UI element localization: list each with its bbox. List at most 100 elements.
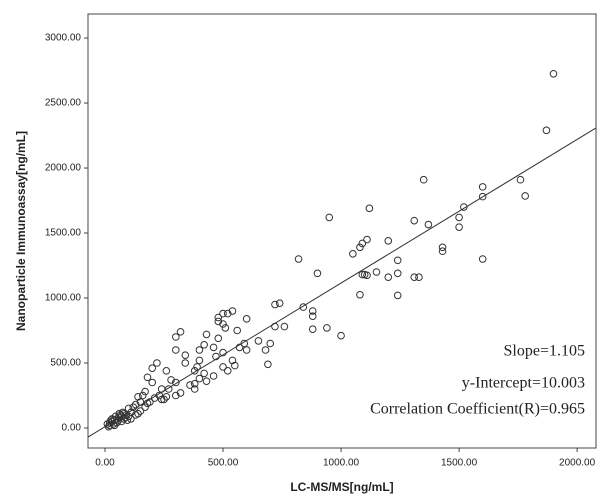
r-annotation: Correlation Coefficient(R)=0.965 xyxy=(370,401,585,418)
point xyxy=(275,299,284,308)
point xyxy=(219,348,227,357)
y-tick-label: 500.00 xyxy=(50,358,81,369)
point xyxy=(478,192,487,201)
point xyxy=(195,346,204,354)
point xyxy=(393,291,402,300)
x-tick-label: 500.00 xyxy=(208,458,239,469)
point xyxy=(131,411,140,419)
intercept-annotation: y-Intercept=10.003 xyxy=(462,375,585,392)
point xyxy=(264,360,272,369)
point xyxy=(157,395,166,404)
point xyxy=(153,359,161,367)
point xyxy=(219,309,227,318)
point xyxy=(384,273,393,282)
point xyxy=(549,69,558,78)
point xyxy=(131,400,140,409)
point xyxy=(162,366,171,375)
point xyxy=(200,369,208,378)
point xyxy=(266,339,275,348)
fit-line xyxy=(87,127,597,438)
point xyxy=(299,303,308,311)
point xyxy=(148,378,157,387)
point xyxy=(219,363,227,371)
point xyxy=(521,192,529,200)
point xyxy=(231,361,239,370)
y-tick-label: 1500.00 xyxy=(45,228,82,239)
point xyxy=(134,392,142,401)
point xyxy=(415,273,423,282)
point xyxy=(271,322,279,331)
point xyxy=(111,412,120,421)
y-tick-label: 1000.00 xyxy=(45,293,82,304)
point xyxy=(410,216,419,225)
point xyxy=(410,273,419,282)
point xyxy=(223,309,232,318)
point xyxy=(123,416,132,424)
point xyxy=(176,327,185,336)
point xyxy=(455,213,463,222)
point xyxy=(181,351,190,359)
point xyxy=(235,343,244,352)
point xyxy=(358,239,367,248)
point xyxy=(186,381,194,389)
point xyxy=(124,404,133,413)
point xyxy=(209,372,218,380)
point xyxy=(242,346,251,354)
x-tick-label: 2000.00 xyxy=(559,458,596,469)
point xyxy=(438,247,447,256)
point xyxy=(212,352,220,361)
point xyxy=(172,391,180,400)
point xyxy=(193,363,201,371)
point xyxy=(308,307,317,315)
point xyxy=(356,290,364,299)
point xyxy=(393,269,402,278)
point xyxy=(438,243,447,252)
point xyxy=(240,339,249,348)
point xyxy=(254,337,263,345)
point xyxy=(172,333,180,341)
point xyxy=(136,407,145,415)
point xyxy=(221,324,230,332)
point xyxy=(214,313,223,322)
point xyxy=(155,391,164,400)
x-tick-label: 1500.00 xyxy=(441,458,478,469)
x-tick-label: 1000.00 xyxy=(323,458,360,469)
point xyxy=(424,220,433,229)
point xyxy=(242,315,251,323)
point xyxy=(478,255,487,263)
y-tick-label: 3000.00 xyxy=(45,33,82,44)
slope-annotation: Slope=1.105 xyxy=(504,343,585,360)
point xyxy=(200,340,208,349)
point xyxy=(308,312,317,321)
point xyxy=(172,378,180,387)
point xyxy=(478,183,487,191)
plot-frame xyxy=(87,13,597,449)
point xyxy=(313,269,322,278)
point xyxy=(223,366,232,375)
point xyxy=(146,398,154,406)
point xyxy=(358,270,367,279)
x-axis-label: LC-MS/MS[ng/mL] xyxy=(290,480,393,494)
point xyxy=(138,391,147,400)
y-axis-label: Nanoparticle Immunoassay[ng/mL] xyxy=(14,131,28,331)
x-tick-label: 0.00 xyxy=(95,458,115,469)
point xyxy=(124,412,133,421)
point xyxy=(190,366,199,375)
point xyxy=(325,213,334,222)
point xyxy=(141,403,149,411)
point xyxy=(460,203,468,211)
point xyxy=(455,223,463,231)
point xyxy=(164,385,173,393)
point xyxy=(160,395,168,404)
point xyxy=(363,235,371,244)
point xyxy=(181,359,190,367)
point xyxy=(323,324,331,332)
point xyxy=(393,256,402,265)
point xyxy=(127,415,135,423)
point xyxy=(107,416,115,424)
point xyxy=(148,364,157,372)
y-tick-label: 2500.00 xyxy=(45,98,82,109)
y-tick-label: 0.00 xyxy=(62,423,82,434)
point xyxy=(214,317,223,326)
